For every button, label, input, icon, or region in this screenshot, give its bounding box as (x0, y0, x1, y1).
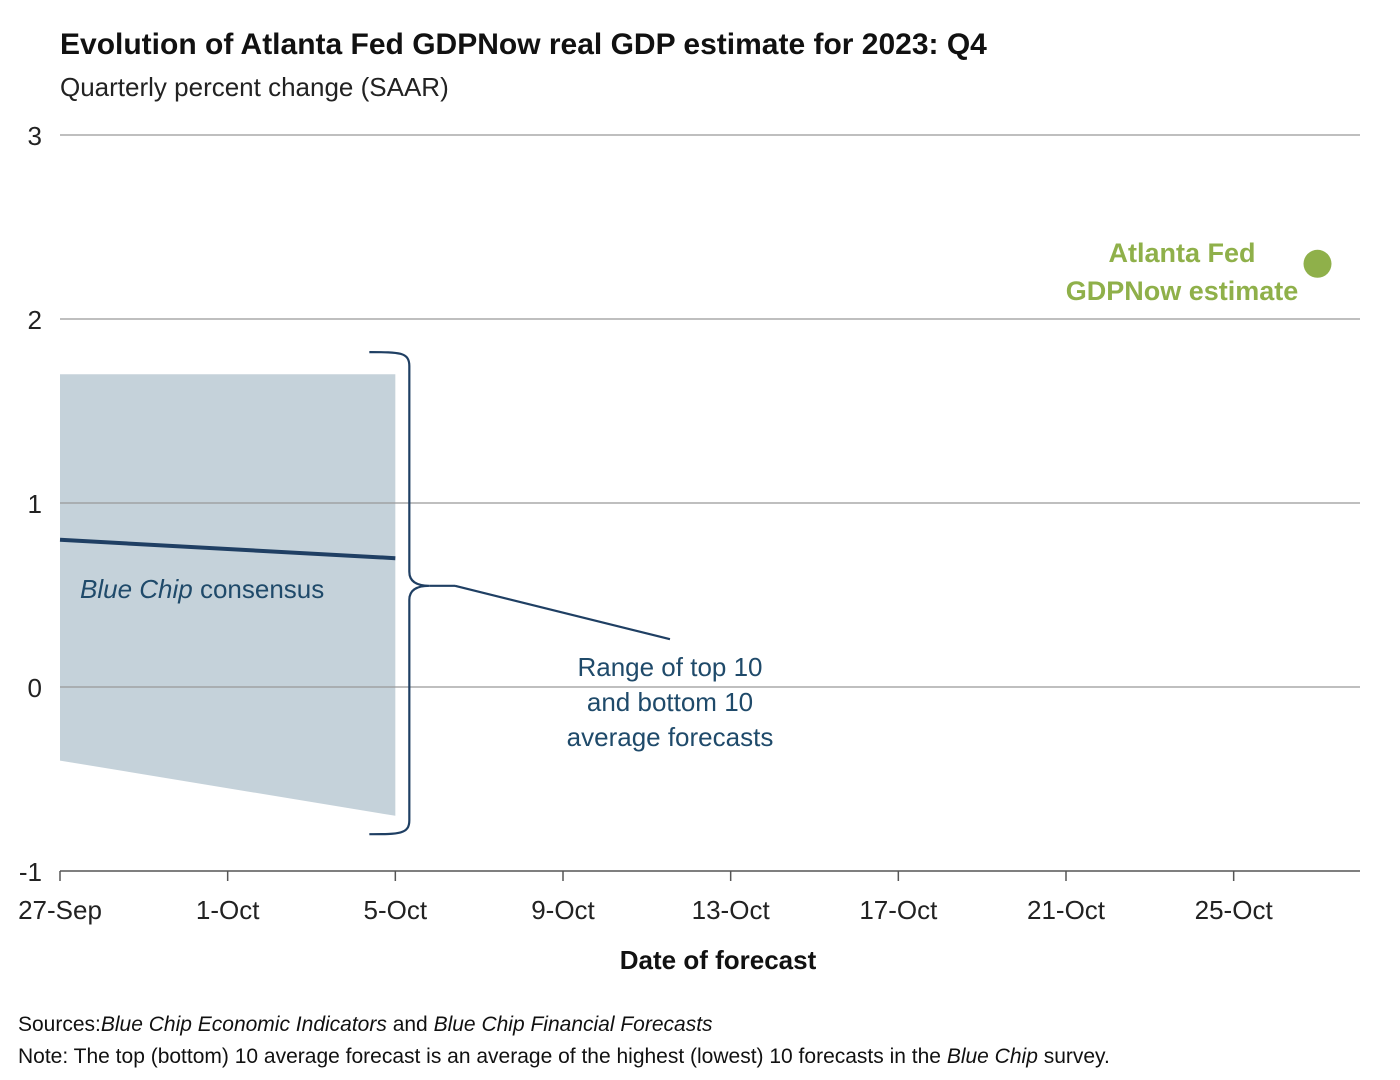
chart-title: Evolution of Atlanta Fed GDPNow real GDP… (60, 28, 987, 61)
note-text: The top (bottom) 10 average forecast is … (68, 1045, 947, 1068)
sources-part2: Blue Chip Financial Forecasts (433, 1013, 713, 1036)
x-tick-label-17-Oct: 17-Oct (859, 895, 938, 925)
gdpnow-label-line-2: GDPNow estimate (1066, 276, 1299, 306)
note-end: survey. (1037, 1045, 1110, 1068)
consensus-label-italic: Blue Chip (80, 574, 193, 604)
range-bracket (369, 351, 430, 836)
y-tick-label-1: 1 (28, 489, 42, 519)
sources-label: Sources: (18, 1013, 101, 1036)
note-label: Note: (18, 1045, 69, 1068)
y-tick-label-3: 3 (28, 121, 42, 151)
gdpnow-label-line-1: Atlanta Fed (1108, 238, 1255, 268)
chart-subtitle: Quarterly percent change (SAAR) (60, 72, 449, 102)
x-tick-label-25-Oct: 25-Oct (1195, 895, 1274, 925)
sources-footnote: Sources:Blue Chip Economic Indicators an… (18, 1013, 713, 1037)
x-axis-title: Date of forecast (620, 945, 817, 975)
consensus-label: Blue Chip consensus (80, 574, 324, 604)
sources-part1: Blue Chip Economic Indicators (100, 1013, 387, 1036)
y-tick-label-2: 2 (28, 305, 42, 335)
range-label-line-1: Range of top 10 (577, 652, 762, 682)
range-leader-line (454, 584, 671, 641)
range-label-line-3: average forecasts (567, 722, 774, 752)
range-label-line-2: and bottom 10 (587, 687, 753, 717)
forecast-range-band (60, 374, 396, 816)
x-tick-label-21-Oct: 21-Oct (1027, 895, 1106, 925)
consensus-line (59, 537, 396, 561)
x-tick-label-9-Oct: 9-Oct (531, 895, 595, 925)
sources-and: and (386, 1013, 434, 1036)
note-footnote: Note: The top (bottom) 10 average foreca… (18, 1045, 1110, 1069)
gdpnow-point (1303, 249, 1332, 278)
x-tick-label-5-Oct: 5-Oct (364, 895, 428, 925)
x-tick-label-1-Oct: 1-Oct (196, 895, 260, 925)
y-tick-label--1: -1 (19, 857, 42, 887)
x-tick-label-13-Oct: 13-Oct (692, 895, 771, 925)
y-tick-label-0: 0 (28, 673, 42, 703)
note-italic: Blue Chip (946, 1045, 1038, 1068)
consensus-label-rest: consensus (193, 574, 325, 604)
x-tick-label-27-Sep: 27-Sep (18, 895, 102, 925)
chart-canvas: -1 0 1 2 3 27-Sep 1-Oct 5-Oct 9-Oct 13-Oct 17-Oct 2… (18, 121, 1360, 975)
